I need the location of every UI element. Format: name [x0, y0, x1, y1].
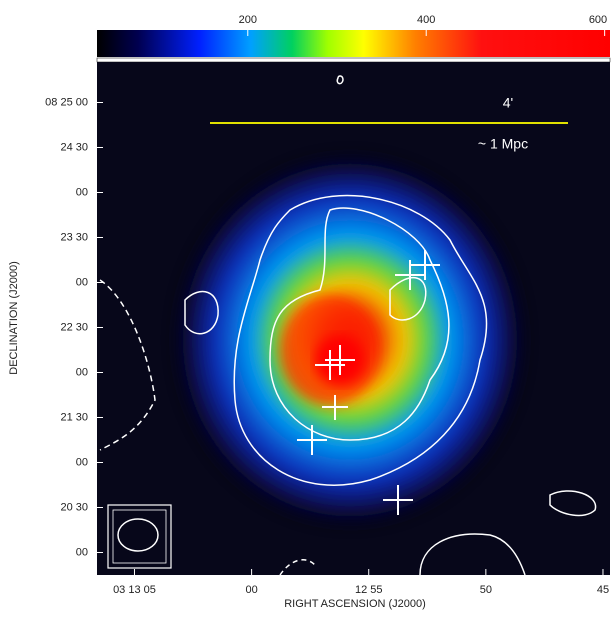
- colorbar-tick-label: 600: [589, 14, 607, 26]
- y-tick-label: 00: [76, 546, 88, 558]
- y-tick-label: 22 30: [60, 321, 88, 333]
- image: [97, 62, 610, 575]
- y-tick-label: 23 30: [60, 231, 88, 243]
- y-tick-label: 24 30: [60, 141, 88, 153]
- colorbar-tick-label: 200: [239, 14, 257, 26]
- y-tick-label: 08 25 00: [45, 96, 88, 108]
- y-axis-title: DECLINATION (J2000): [8, 261, 20, 375]
- y-tick-label: 00: [76, 186, 88, 198]
- y-tick-label: 00: [76, 366, 88, 378]
- x-tick-label: 00: [245, 584, 257, 596]
- annotation: ~ 1 Mpc: [478, 136, 528, 152]
- y-tick-label: 21 30: [60, 411, 88, 423]
- x-tick-label: 50: [480, 584, 492, 596]
- colorbar-edge: [96, 57, 611, 63]
- y-tick-label: 00: [76, 276, 88, 288]
- colorbar-tick-label: 400: [417, 14, 435, 26]
- y-tick-label: 20 30: [60, 501, 88, 513]
- x-tick-label: 03 13 05: [113, 584, 156, 596]
- y-tick-label: 00: [76, 456, 88, 468]
- x-axis-title: RIGHT ASCENSION (J2000): [284, 598, 426, 610]
- x-tick-label: 12 55: [355, 584, 383, 596]
- colorbar: [97, 30, 610, 57]
- x-tick-label: 45: [597, 584, 609, 596]
- annotation: 4': [503, 95, 513, 111]
